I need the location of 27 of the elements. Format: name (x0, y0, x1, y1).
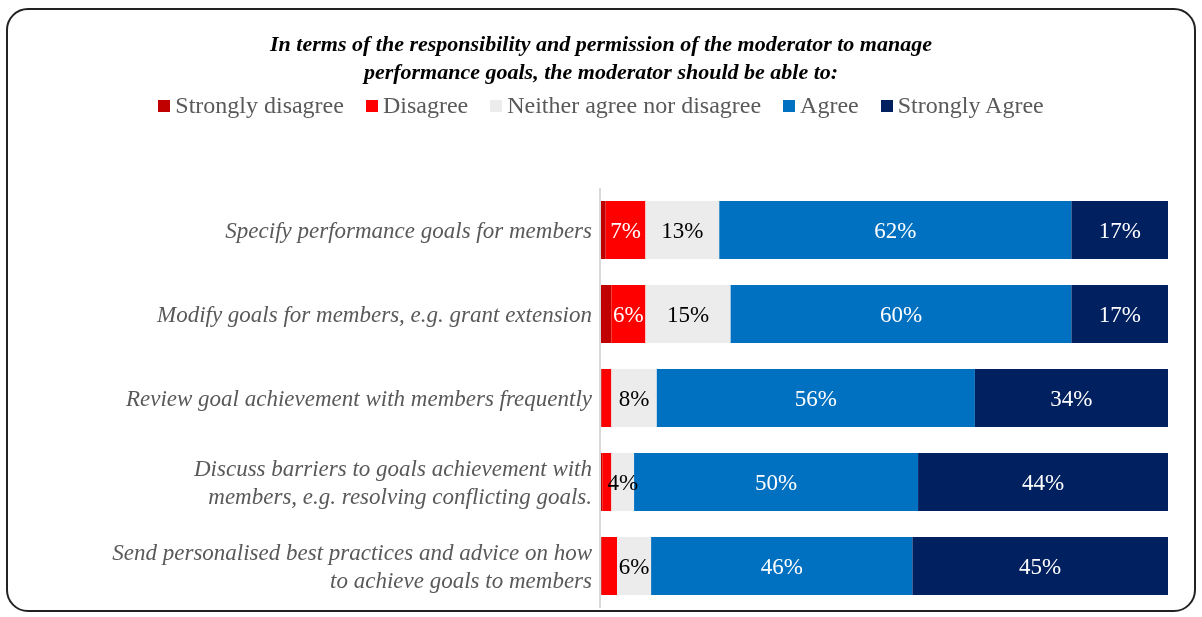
data-label: 46% (760, 553, 803, 579)
data-label: 56% (794, 385, 837, 411)
data-label: 50% (754, 469, 798, 495)
legend-label: Neither agree nor disagree (507, 92, 762, 119)
data-label: 15% (666, 301, 710, 327)
legend-label: Strongly disagree (175, 92, 344, 119)
data-label: 17% (1098, 217, 1141, 243)
data-label: 6% (613, 301, 644, 327)
data-label: 17% (1098, 301, 1141, 327)
chart-title: In terms of the responsibility and permission of the moderator to manage performance goals, the moderator should be able to: (269, 30, 933, 86)
legend-label: Disagree (382, 92, 469, 119)
legend-label: Strongly Agree (897, 92, 1044, 119)
y-tick-label: Modify goals for members, e.g. grant extension (155, 301, 592, 327)
data-label: 7% (610, 217, 641, 243)
legend-label: Agree (800, 92, 859, 119)
data-label: 13% (661, 217, 704, 243)
data-label: 62% (874, 217, 917, 243)
data-label: 44% (1021, 469, 1065, 495)
data-label: 60% (879, 301, 923, 327)
data-label: 45% (1019, 553, 1062, 579)
y-tick-label: Specify performance goals for members (225, 217, 593, 243)
y-tick-label: Discuss barriers to goals achievement with members, e.g. resolving conflicting goals. (193, 455, 592, 509)
data-label: 6% (618, 553, 650, 579)
y-tick-label: Send personalised best practices and advice on how to achieve goals to members (112, 539, 593, 593)
y-tick-label: Review goal achievement with members frequently (124, 385, 593, 411)
data-label: 8% (618, 385, 650, 411)
data-label: 34% (1050, 385, 1093, 411)
